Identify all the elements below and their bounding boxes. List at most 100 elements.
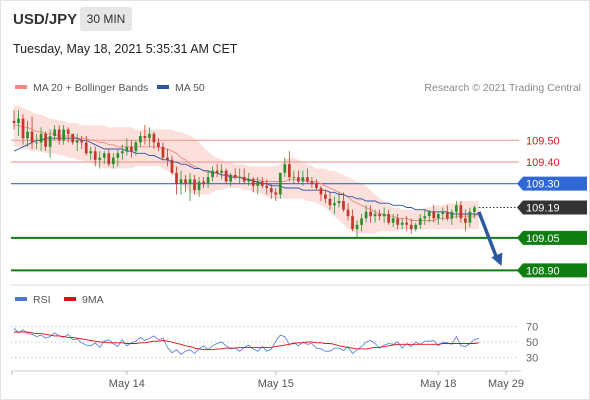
candle-body: [66, 129, 70, 134]
candle: [75, 133, 79, 152]
candle-body: [161, 146, 165, 158]
candle-body: [152, 133, 156, 143]
candle-body: [220, 170, 223, 173]
candle-body: [315, 183, 318, 188]
candle: [143, 125, 147, 145]
ma20-line: [14, 124, 480, 221]
level-label-109.50: 109.50: [526, 135, 560, 147]
candle: [450, 209, 454, 225]
candle: [206, 170, 210, 188]
candle-body: [224, 170, 228, 182]
candle: [319, 185, 323, 201]
candle: [17, 110, 20, 136]
candle-body: [283, 164, 287, 173]
candle-body: [89, 151, 93, 154]
candle-body: [346, 209, 350, 217]
candle-body: [432, 211, 436, 219]
candle: [436, 211, 440, 225]
candle-body: [17, 118, 20, 123]
candle-body: [409, 224, 413, 230]
candle: [400, 218, 404, 230]
ma50-line: [13, 137, 479, 215]
candle: [337, 192, 341, 208]
rsi-tick-70: 70: [526, 322, 538, 334]
candle: [391, 214, 395, 227]
candle-body: [134, 142, 138, 152]
candle: [414, 222, 418, 232]
candle: [57, 125, 61, 145]
candle-body: [120, 151, 124, 154]
symbol-title: USD/JPY: [13, 11, 78, 28]
timeframe-badge[interactable]: 30 MIN: [80, 7, 132, 31]
candle: [333, 196, 336, 214]
candle-body: [445, 211, 449, 219]
candle-body: [179, 179, 183, 184]
candle-body: [62, 129, 66, 141]
candle-body: [21, 118, 25, 139]
candle-body: [139, 136, 142, 143]
candle-body: [53, 129, 56, 136]
candle-body: [301, 177, 305, 182]
candle-body: [423, 216, 427, 219]
candle-body: [184, 179, 187, 184]
candle: [297, 170, 300, 184]
candle: [184, 175, 187, 193]
candle: [324, 190, 327, 204]
candle: [120, 144, 124, 160]
level-label-108.90: 108.90: [526, 265, 560, 277]
rsi-tick-50: 50: [526, 337, 538, 349]
candle: [351, 209, 354, 232]
candle: [274, 188, 278, 201]
candle-body: [206, 177, 210, 184]
candle-body: [247, 179, 251, 182]
candle-body: [278, 172, 282, 195]
candle: [328, 192, 332, 210]
candle: [459, 201, 463, 223]
forecast-arrow-shaft: [477, 211, 500, 261]
candle: [53, 125, 56, 141]
level-label-109.05: 109.05: [526, 233, 560, 245]
x-tick-label-2: May 18: [420, 378, 456, 390]
candle-body: [287, 164, 291, 178]
candle: [130, 140, 133, 158]
candle-body: [473, 207, 476, 212]
candle: [220, 164, 223, 180]
forecast-arrow-head: [491, 252, 503, 266]
candle: [197, 177, 201, 197]
candle-body: [342, 201, 345, 210]
candle: [373, 209, 377, 223]
candle-body: [256, 181, 260, 186]
candle: [21, 114, 25, 145]
candle: [161, 142, 165, 160]
candle-body: [260, 181, 264, 186]
candle-body: [396, 218, 400, 225]
legend-swatch-1: [157, 85, 169, 89]
candle: [102, 151, 106, 165]
candle: [166, 149, 169, 167]
candle-body: [364, 211, 368, 219]
candle-body: [242, 177, 246, 182]
candle-body: [98, 157, 102, 160]
candle-body: [75, 140, 79, 143]
candle-body: [71, 133, 75, 143]
candle-body: [193, 179, 196, 191]
candle-body: [274, 192, 278, 195]
candle: [387, 209, 390, 225]
candle-body: [148, 133, 151, 139]
candle-body: [369, 211, 372, 217]
candle-body: [125, 146, 129, 152]
candle-body: [450, 211, 454, 219]
candle-body: [459, 205, 463, 219]
candle: [175, 166, 178, 195]
candle: [44, 131, 47, 152]
candle: [269, 183, 273, 199]
candle-body: [211, 170, 214, 178]
candle-body: [378, 214, 381, 217]
candle-body: [373, 214, 377, 217]
candle: [369, 205, 372, 223]
candle: [188, 172, 192, 201]
candle: [71, 133, 75, 145]
candle: [342, 192, 345, 212]
candle-body: [102, 153, 106, 158]
